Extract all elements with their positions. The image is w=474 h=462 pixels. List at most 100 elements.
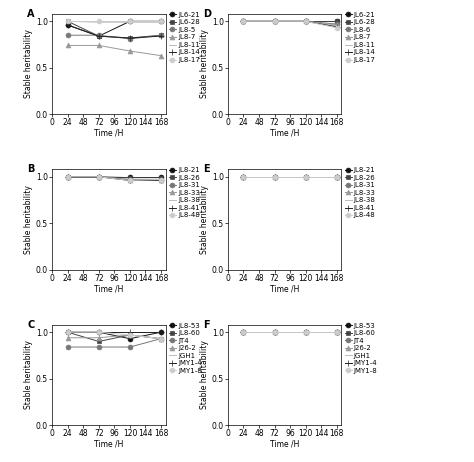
JL8-38	[127, 178, 133, 183]
JL6-21	[334, 18, 339, 24]
JMY1-8	[334, 329, 339, 335]
JL8-31	[272, 174, 277, 180]
Legend: JL6-21, JL6-28, JL8-6, JL8-7, JL8-11, JL8-14, JL8-17: JL6-21, JL6-28, JL8-6, JL8-7, JL8-11, JL…	[345, 12, 375, 63]
JL8-21	[334, 174, 339, 180]
JL8-60	[127, 332, 133, 338]
JL8-5	[127, 36, 133, 42]
Text: F: F	[203, 320, 210, 330]
Line: J26-2: J26-2	[65, 333, 164, 341]
JL8-7	[127, 48, 133, 54]
JL8-17	[127, 18, 133, 24]
JL8-48	[158, 177, 164, 182]
JMY1-8	[96, 329, 101, 335]
JL8-41	[96, 174, 101, 180]
Line: JL6-21: JL6-21	[241, 19, 339, 24]
Text: A: A	[27, 9, 35, 19]
JL8-7	[334, 22, 339, 28]
JL8-26	[65, 174, 71, 180]
JMY1-8	[241, 329, 246, 335]
JL8-7	[96, 43, 101, 48]
JL8-33	[65, 174, 71, 180]
JL8-7	[65, 43, 71, 48]
Y-axis label: Stable heritability: Stable heritability	[24, 30, 33, 98]
JL8-17	[241, 18, 246, 24]
JL8-21	[303, 174, 309, 180]
Line: JMY1-4: JMY1-4	[64, 329, 164, 335]
JL6-21	[158, 18, 164, 24]
JL8-14	[127, 35, 133, 41]
JL8-53	[158, 329, 164, 335]
JMY1-8	[65, 329, 71, 335]
JL8-21	[241, 174, 246, 180]
JL8-21	[127, 174, 133, 180]
JL8-14	[65, 22, 71, 28]
JMY1-4	[65, 329, 71, 335]
JL6-28	[303, 18, 309, 24]
JL8-26	[272, 174, 277, 180]
JL8-31	[303, 174, 309, 180]
JL8-53	[272, 329, 277, 335]
Line: JL8-14: JL8-14	[64, 22, 164, 41]
JL8-26	[127, 175, 133, 181]
JT4	[241, 329, 246, 335]
JL8-31	[334, 174, 339, 180]
JL8-11	[127, 19, 133, 25]
JL8-33	[96, 174, 101, 180]
JL8-14	[334, 24, 339, 30]
JL6-21	[127, 18, 133, 24]
Line: JMY1-4: JMY1-4	[240, 329, 340, 335]
JL8-38	[272, 174, 277, 180]
Line: JL8-41: JL8-41	[240, 174, 340, 180]
JGH1	[303, 329, 309, 335]
Line: JL8-48: JL8-48	[65, 174, 164, 183]
JL6-21	[272, 18, 277, 24]
JL8-33	[158, 177, 164, 182]
JL8-53	[127, 336, 133, 341]
JT4	[127, 344, 133, 350]
JGH1	[272, 329, 277, 335]
JL8-5	[65, 32, 71, 38]
JL8-11	[158, 19, 164, 25]
Y-axis label: Stable heritability: Stable heritability	[24, 340, 33, 409]
J26-2	[303, 329, 309, 335]
JT4	[272, 329, 277, 335]
JMY1-4	[303, 329, 309, 335]
JL8-48	[241, 174, 246, 180]
JL8-38	[334, 174, 339, 180]
JL8-53	[303, 329, 309, 335]
JL8-48	[96, 174, 101, 180]
JGH1	[334, 329, 339, 335]
JL8-60	[158, 336, 164, 341]
JL8-60	[272, 329, 277, 335]
Line: JT4: JT4	[65, 336, 164, 349]
JL8-17	[303, 18, 309, 24]
Line: JL8-60: JL8-60	[65, 330, 164, 344]
JL8-38	[241, 174, 246, 180]
JL8-7	[158, 53, 164, 58]
JL8-33	[241, 174, 246, 180]
JL6-21	[96, 33, 101, 39]
Line: JL8-14: JL8-14	[240, 18, 340, 30]
JL8-6	[303, 18, 309, 24]
JT4	[303, 329, 309, 335]
Line: JL8-11: JL8-11	[244, 21, 337, 26]
JT4	[96, 344, 101, 350]
JMY1-4	[334, 329, 339, 335]
JL8-41	[303, 174, 309, 180]
JL8-7	[272, 18, 277, 24]
JL8-17	[334, 25, 339, 30]
Line: JT4: JT4	[241, 330, 339, 334]
Line: JL8-53: JL8-53	[65, 330, 164, 341]
JL8-31	[127, 177, 133, 182]
JGH1	[241, 329, 246, 335]
JL8-21	[96, 174, 101, 180]
J26-2	[334, 329, 339, 335]
Line: JL8-21: JL8-21	[241, 174, 339, 179]
JL8-60	[96, 339, 101, 344]
JL8-48	[65, 174, 71, 180]
JL8-5	[158, 32, 164, 38]
Line: JL8-60: JL8-60	[241, 330, 339, 334]
JL8-41	[65, 174, 71, 180]
JL8-48	[334, 174, 339, 180]
Text: B: B	[27, 164, 35, 174]
